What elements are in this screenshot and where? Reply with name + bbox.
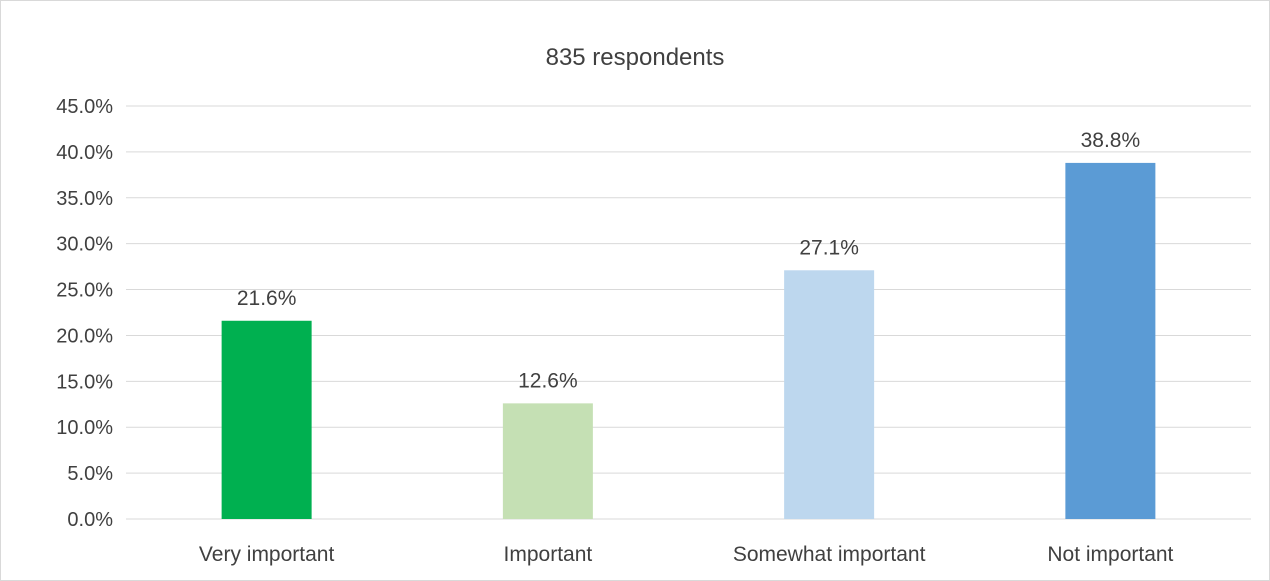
bar (221, 320, 312, 519)
bar (1065, 162, 1156, 519)
y-tick-label: 10.0% (56, 417, 113, 439)
y-tick-label: 30.0% (56, 234, 113, 256)
bar (784, 270, 875, 519)
y-tick-label: 25.0% (56, 280, 113, 302)
x-axis-category-labels: Very important Important Somewhat importan… (199, 543, 1174, 566)
data-label: 12.6% (518, 369, 578, 392)
y-tick-label: 45.0% (56, 96, 113, 118)
bar (502, 403, 593, 519)
y-tick-label: 40.0% (56, 142, 113, 164)
y-tick-label: 0.0% (67, 509, 113, 531)
data-label: 38.8% (1081, 129, 1141, 152)
gridlines (126, 105, 1251, 520)
y-axis-tick-labels: 0.0% 5.0% 10.0% 15.0% 20.0% 25.0% 30.0% 35.0% 40… (56, 96, 113, 531)
y-tick-label: 5.0% (67, 463, 113, 485)
bars (221, 162, 1156, 519)
category-label: Not important (1047, 543, 1173, 566)
data-label: 21.6% (237, 287, 297, 310)
data-labels: 21.6% 12.6% 27.1% 38.8% (237, 129, 1140, 392)
y-tick-label: 35.0% (56, 188, 113, 210)
category-label: Somewhat important (733, 543, 926, 566)
category-label: Important (504, 543, 593, 566)
category-label: Very important (199, 543, 335, 566)
chart-title: 835 respondents (546, 44, 725, 71)
y-tick-label: 20.0% (56, 325, 113, 347)
y-tick-label: 15.0% (56, 371, 113, 393)
data-label: 27.1% (799, 236, 859, 259)
